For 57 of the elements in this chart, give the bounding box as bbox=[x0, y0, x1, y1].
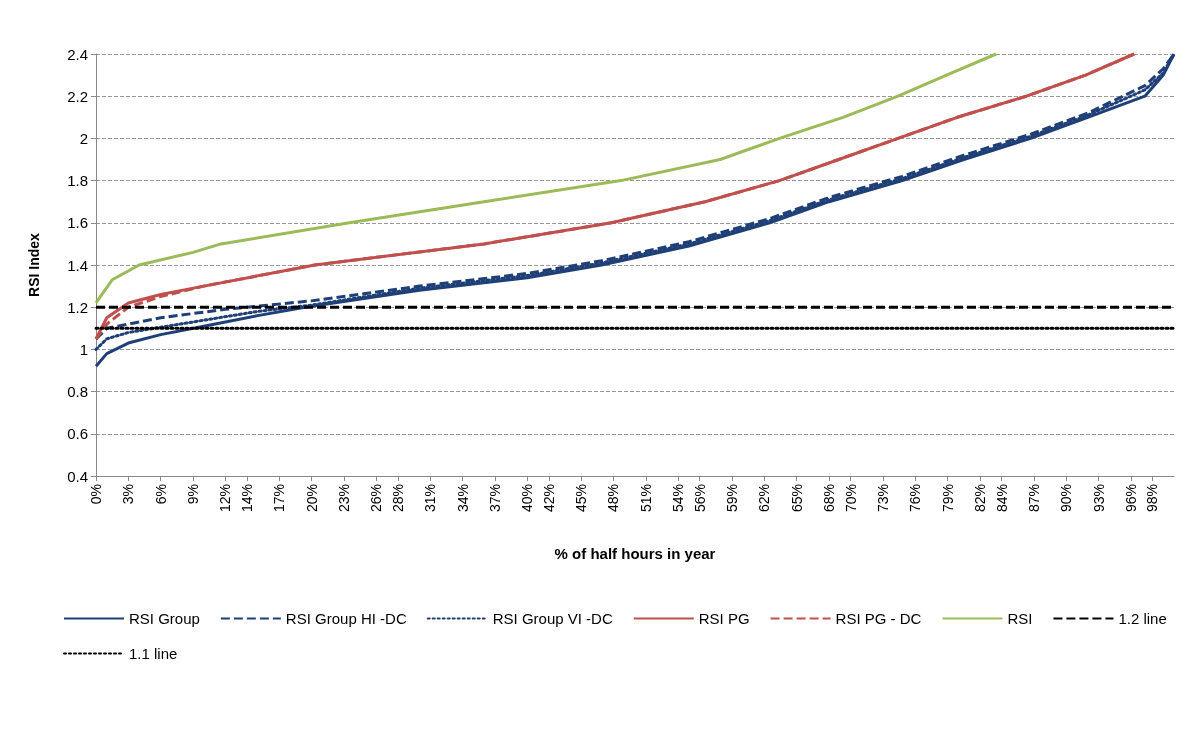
x-tick-label: 0% bbox=[88, 484, 104, 505]
y-tick-label: 2.4 bbox=[67, 45, 88, 63]
legend-label: 1.2 line bbox=[1118, 610, 1167, 627]
legend-label: RSI PG - DC bbox=[835, 610, 922, 627]
y-tick-label: 1.6 bbox=[67, 214, 88, 232]
x-tick-label: 96% bbox=[1122, 484, 1139, 513]
x-tick-label: 3% bbox=[120, 484, 137, 505]
legend-label: RSI bbox=[1007, 610, 1033, 627]
x-tick-label: 37% bbox=[486, 484, 503, 513]
x-tick-label: 65% bbox=[788, 484, 805, 513]
y-tick-label: 0.8 bbox=[67, 383, 88, 401]
y-tick-label: 1.2 bbox=[67, 298, 88, 316]
x-tick-label: 48% bbox=[605, 484, 622, 513]
x-tick-label: 76% bbox=[907, 484, 924, 513]
x-tick-label: 34% bbox=[454, 484, 471, 513]
x-tick-label: 56% bbox=[691, 484, 708, 513]
x-tick-label: 42% bbox=[540, 484, 557, 513]
legend-label: 1.1 line bbox=[129, 645, 178, 662]
y-tick-label: 0.6 bbox=[67, 425, 88, 443]
legend-label: RSI Group HI -DC bbox=[285, 610, 407, 627]
x-tick-label: 28% bbox=[389, 484, 406, 513]
x-tick-label: 90% bbox=[1058, 484, 1075, 513]
x-tick-label: 40% bbox=[519, 484, 536, 513]
legend-label: RSI Group VI -DC bbox=[492, 610, 613, 627]
x-tick-label: 31% bbox=[422, 484, 439, 513]
x-tick-label: 54% bbox=[670, 484, 687, 513]
x-tick-label: 68% bbox=[821, 484, 838, 513]
x-axis-title: % of half hours in year bbox=[554, 545, 716, 562]
x-tick-label: 62% bbox=[756, 484, 773, 513]
x-tick-label: 59% bbox=[724, 484, 741, 513]
x-tick-label: 79% bbox=[939, 484, 956, 513]
x-tick-label: 82% bbox=[971, 484, 988, 513]
y-tick-label: 1 bbox=[79, 340, 88, 358]
legend-label: RSI PG bbox=[698, 610, 750, 627]
x-tick-label: 93% bbox=[1090, 484, 1107, 513]
x-tick-label: 98% bbox=[1144, 484, 1161, 513]
x-tick-label: 17% bbox=[271, 484, 288, 513]
x-tick-label: 23% bbox=[335, 484, 352, 513]
x-tick-label: 9% bbox=[185, 484, 202, 505]
x-tick-label: 6% bbox=[152, 484, 169, 505]
y-tick-label: 1.4 bbox=[67, 256, 88, 274]
y-axis-title: RSI Index bbox=[26, 232, 42, 297]
x-tick-label: 26% bbox=[368, 484, 385, 513]
y-tick-label: 2.2 bbox=[67, 87, 88, 105]
x-tick-label: 73% bbox=[874, 484, 891, 513]
y-tick-label: 0.4 bbox=[67, 467, 88, 485]
x-tick-label: 12% bbox=[217, 484, 234, 513]
x-tick-label: 20% bbox=[303, 484, 320, 513]
x-tick-label: 45% bbox=[573, 484, 590, 513]
x-tick-label: 87% bbox=[1025, 484, 1042, 513]
x-tick-label: 51% bbox=[637, 484, 654, 513]
y-tick-label: 2 bbox=[79, 129, 88, 147]
x-tick-label: 70% bbox=[842, 484, 859, 513]
x-tick-label: 84% bbox=[993, 484, 1010, 513]
y-tick-label: 1.8 bbox=[67, 172, 88, 190]
x-tick-label: 14% bbox=[238, 484, 255, 513]
legend-label: RSI Group bbox=[129, 610, 200, 627]
